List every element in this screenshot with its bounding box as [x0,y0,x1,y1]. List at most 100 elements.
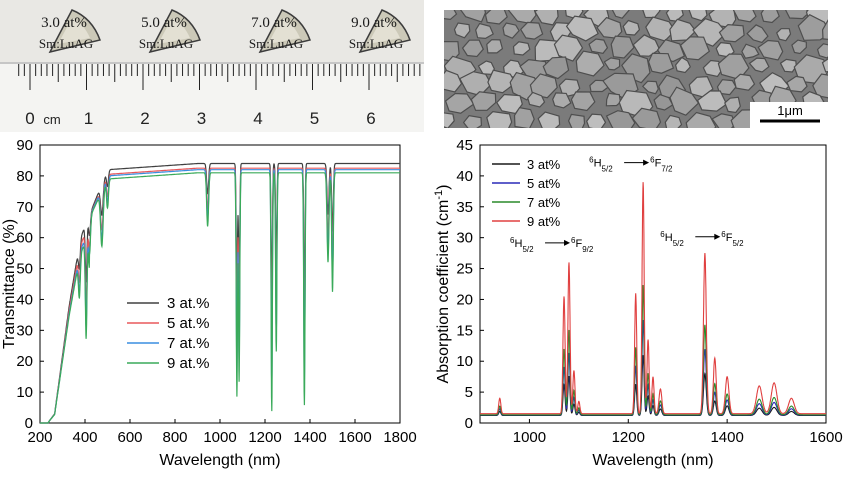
legend-label: 5 at.% [167,315,210,332]
ruler-number: 0 [25,109,34,128]
x-axis-label: Wavelength (nm) [159,452,280,469]
sample-highlight [58,18,90,44]
annotation-text: 6H5/2 [660,229,684,247]
sem-grain [552,92,572,109]
sample-concentration-label: 7.0 at% [251,15,297,31]
annotation-text: 6H5/2 [589,155,613,173]
annotation-arrowhead [564,239,571,246]
ruler-number: 6 [366,109,375,128]
y-tick-label: 30 [456,230,473,247]
scale-bar-label: 1μm [777,103,803,118]
y-tick-label: 10 [456,353,473,370]
legend-label: 7 at.% [167,335,210,352]
sem-grain [588,38,609,54]
annotation-upper-mult: 6 [571,235,576,244]
x-tick-label: 1200 [248,429,281,446]
ruler-number: 2 [140,109,149,128]
sem-grain [565,15,599,42]
sample-highlight [368,18,400,44]
y-tick-label: 60 [16,230,33,247]
annotation-upper-j: 9/2 [582,244,594,253]
sample-name-label: Sm:LuAG [139,36,193,51]
sem-micrograph: 1μm [444,10,828,128]
sem-grain [688,10,708,22]
sem-grain [702,59,723,78]
sem-grain [641,80,659,95]
sem-grain [529,73,558,99]
sem-grain [502,22,520,39]
sem-grain [542,56,570,80]
annotation-lower-term: H [594,158,602,170]
sample-highlight [158,18,190,44]
sem-grain [696,90,728,112]
sem-grain [534,10,559,26]
sem-grain [575,50,605,77]
series-line-1 [40,162,400,424]
y-tick-label: 0 [465,415,473,432]
sem-grain [444,10,458,21]
annotation-upper-mult: 6 [650,155,655,164]
y-axis-label-main: Absorption coefficient (cm [435,200,452,384]
sem-grain [718,23,745,43]
y-tick-label: 10 [16,384,33,401]
sem-grain [674,56,692,74]
sem-grain [470,91,497,111]
annotation-upper-j: 7/2 [661,164,673,173]
ruler-number: 1 [84,109,93,128]
sample-concentration-label: 5.0 at% [141,15,187,31]
annotation-lower-term: H [665,232,673,244]
sem-grain [513,106,535,128]
ruler-number: 3 [197,109,206,128]
sem-grain [741,43,760,59]
sem-grain [711,113,736,128]
y-tick-label: 20 [456,291,473,308]
sem-grain [622,19,641,36]
plot-frame [39,144,401,424]
y-axis-label-sup: -1 [433,190,445,200]
y-tick-label: 50 [16,261,33,278]
sample-concentration-label: 3.0 at% [41,15,87,31]
x-tick-label: 1000 [513,429,546,446]
sem-grain [679,36,711,61]
sample-name-label: Sm:LuAG [349,36,403,51]
sem-grain [821,19,828,40]
sem-grain [519,21,544,40]
sem-grain [462,114,483,128]
series-line-4 [480,182,826,415]
series-line-1 [480,355,826,416]
sem-grain [605,110,636,128]
annotation-lower-term: H [514,238,522,250]
x-tick-label: 1400 [710,429,743,446]
sem-grain [444,69,463,93]
sem-grain [527,91,546,108]
sem-grain [748,57,770,73]
sem-grain [757,39,784,61]
sem-grain [586,113,607,128]
x-tick-label: 1800 [383,429,416,446]
y-tick-label: 80 [16,168,33,185]
annotation-upper-j: 5/2 [732,238,744,247]
sem-grain [779,58,797,73]
y-tick-label: 70 [16,199,33,216]
annotation-arrowhead [714,233,721,240]
sem-grain [791,39,807,55]
scale-bar-box [750,102,828,128]
legend: 3 at.% 5 at.% 7 at.% 9 at.% [127,295,210,372]
y-tick-label: 25 [456,261,473,278]
sem-grain [760,10,780,24]
annotation-lower-mult: 6 [589,155,594,164]
annotation-lower-j: 5/2 [673,238,685,247]
series-line-3 [480,284,826,416]
sem-grain [664,114,683,128]
x-tick-label: 1600 [338,429,371,446]
annotation-lower-mult: 6 [510,235,515,244]
absorption-chart: 1000 1200 1400 1600 0 5 10 15 20 25 30 35 40 45 Wavele… [430,135,849,482]
sem-grain [553,34,584,62]
sem-grain [461,39,485,58]
sem-grain [486,110,513,128]
sem-grain [570,91,596,112]
annotation-arrowhead [643,159,650,166]
sem-grain [460,10,487,23]
